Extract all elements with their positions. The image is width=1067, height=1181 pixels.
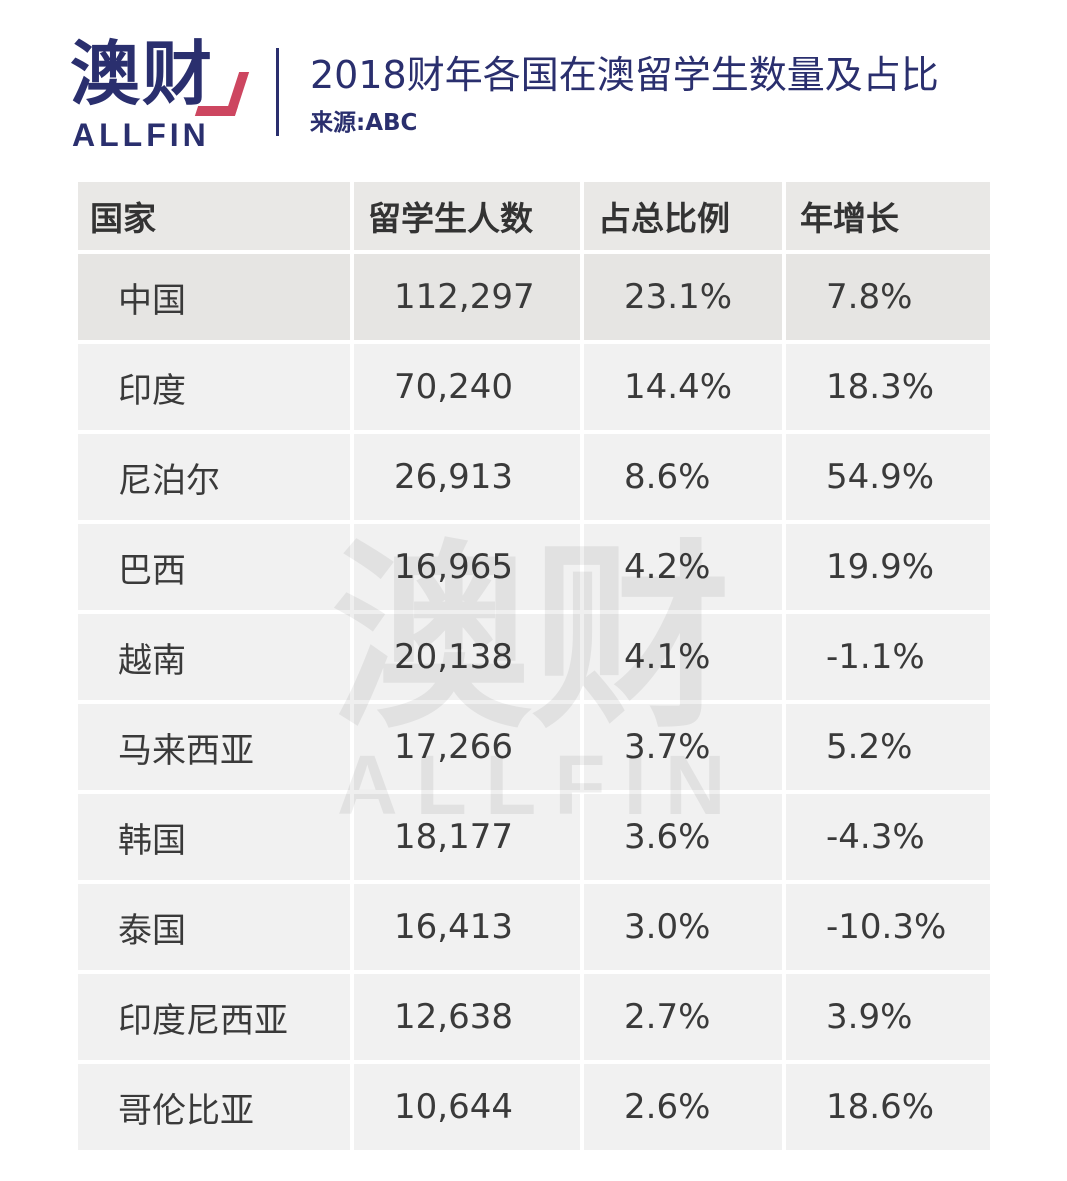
cell-share: 3.0%: [584, 884, 782, 970]
chart-title: 2018财年各国在澳留学生数量及占比: [310, 53, 939, 97]
cell-country: 巴西: [78, 524, 350, 610]
table-row: 马来西亚 17,266 3.7% 5.2%: [78, 704, 990, 790]
cell-country: 泰国: [78, 884, 350, 970]
column-header-growth: 年增长: [786, 182, 990, 250]
cell-growth: 5.2%: [786, 704, 990, 790]
header-divider: [276, 48, 279, 136]
cell-student-count: 70,240: [354, 344, 580, 430]
column-header-share: 占总比例: [584, 182, 782, 250]
cell-share: 14.4%: [584, 344, 782, 430]
cell-share: 8.6%: [584, 434, 782, 520]
cell-share: 3.6%: [584, 794, 782, 880]
cell-growth: 7.8%: [786, 254, 990, 340]
cell-student-count: 17,266: [354, 704, 580, 790]
table-row: 韩国 18,177 3.6% -4.3%: [78, 794, 990, 880]
cell-student-count: 18,177: [354, 794, 580, 880]
data-table-container: 国家 留学生人数 占总比例 年增长 中国 112,297 23.1% 7.8% 印度 70…: [76, 180, 990, 1152]
cell-share: 3.7%: [584, 704, 782, 790]
table-body: 中国 112,297 23.1% 7.8% 印度 70,240 14.4% 18.3% 尼泊尔 2…: [78, 254, 990, 1150]
cell-country: 马来西亚: [78, 704, 350, 790]
cell-growth: 18.3%: [786, 344, 990, 430]
header: 澳财 ALLFIN 2018财年各国在澳留学生数量及占比 来源:ABC: [0, 0, 1067, 160]
table-row: 尼泊尔 26,913 8.6% 54.9%: [78, 434, 990, 520]
table-row: 泰国 16,413 3.0% -10.3%: [78, 884, 990, 970]
cell-share: 23.1%: [584, 254, 782, 340]
cell-country: 韩国: [78, 794, 350, 880]
logo-chinese-text: 澳财: [70, 33, 214, 115]
cell-student-count: 16,965: [354, 524, 580, 610]
logo-english-text: ALLFIN: [72, 117, 210, 153]
allfin-logo: 澳财 ALLFIN: [70, 33, 250, 154]
table-row: 哥伦比亚 10,644 2.6% 18.6%: [78, 1064, 990, 1150]
cell-growth: -10.3%: [786, 884, 990, 970]
table-row: 中国 112,297 23.1% 7.8%: [78, 254, 990, 340]
cell-student-count: 26,913: [354, 434, 580, 520]
cell-growth: 3.9%: [786, 974, 990, 1060]
cell-share: 2.6%: [584, 1064, 782, 1150]
cell-share: 4.1%: [584, 614, 782, 700]
cell-country: 中国: [78, 254, 350, 340]
cell-country: 哥伦比亚: [78, 1064, 350, 1150]
cell-share: 4.2%: [584, 524, 782, 610]
cell-growth: -1.1%: [786, 614, 990, 700]
column-header-student-count: 留学生人数: [354, 182, 580, 250]
data-table: 国家 留学生人数 占总比例 年增长 中国 112,297 23.1% 7.8% 印度 70…: [74, 178, 994, 1154]
cell-growth: 18.6%: [786, 1064, 990, 1150]
cell-student-count: 12,638: [354, 974, 580, 1060]
cell-student-count: 16,413: [354, 884, 580, 970]
table-header-row: 国家 留学生人数 占总比例 年增长: [78, 182, 990, 250]
table-row: 印度 70,240 14.4% 18.3%: [78, 344, 990, 430]
cell-country: 尼泊尔: [78, 434, 350, 520]
table-row: 越南 20,138 4.1% -1.1%: [78, 614, 990, 700]
table-row: 巴西 16,965 4.2% 19.9%: [78, 524, 990, 610]
cell-student-count: 20,138: [354, 614, 580, 700]
cell-student-count: 10,644: [354, 1064, 580, 1150]
column-header-country: 国家: [78, 182, 350, 250]
cell-country: 越南: [78, 614, 350, 700]
cell-growth: 54.9%: [786, 434, 990, 520]
cell-growth: -4.3%: [786, 794, 990, 880]
cell-growth: 19.9%: [786, 524, 990, 610]
cell-country: 印度尼西亚: [78, 974, 350, 1060]
cell-share: 2.7%: [584, 974, 782, 1060]
table-row: 印度尼西亚 12,638 2.7% 3.9%: [78, 974, 990, 1060]
source-note: 来源:ABC: [310, 110, 418, 136]
cell-student-count: 112,297: [354, 254, 580, 340]
cell-country: 印度: [78, 344, 350, 430]
